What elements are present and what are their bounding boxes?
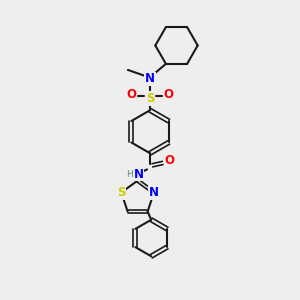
Text: N: N [149,186,159,199]
Text: S: S [117,186,126,199]
Text: H: H [127,170,134,179]
Text: O: O [127,88,137,101]
Text: O: O [164,154,174,167]
Text: N: N [145,72,155,85]
Text: S: S [146,92,154,105]
Text: N: N [134,168,144,181]
Text: O: O [163,88,173,101]
